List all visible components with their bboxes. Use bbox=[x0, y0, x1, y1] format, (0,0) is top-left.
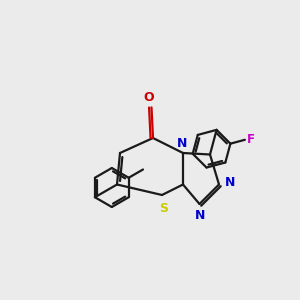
Text: O: O bbox=[143, 92, 154, 104]
Text: N: N bbox=[224, 176, 235, 190]
Text: N: N bbox=[195, 209, 205, 222]
Text: S: S bbox=[159, 202, 168, 214]
Text: F: F bbox=[247, 133, 255, 146]
Text: N: N bbox=[177, 137, 188, 150]
